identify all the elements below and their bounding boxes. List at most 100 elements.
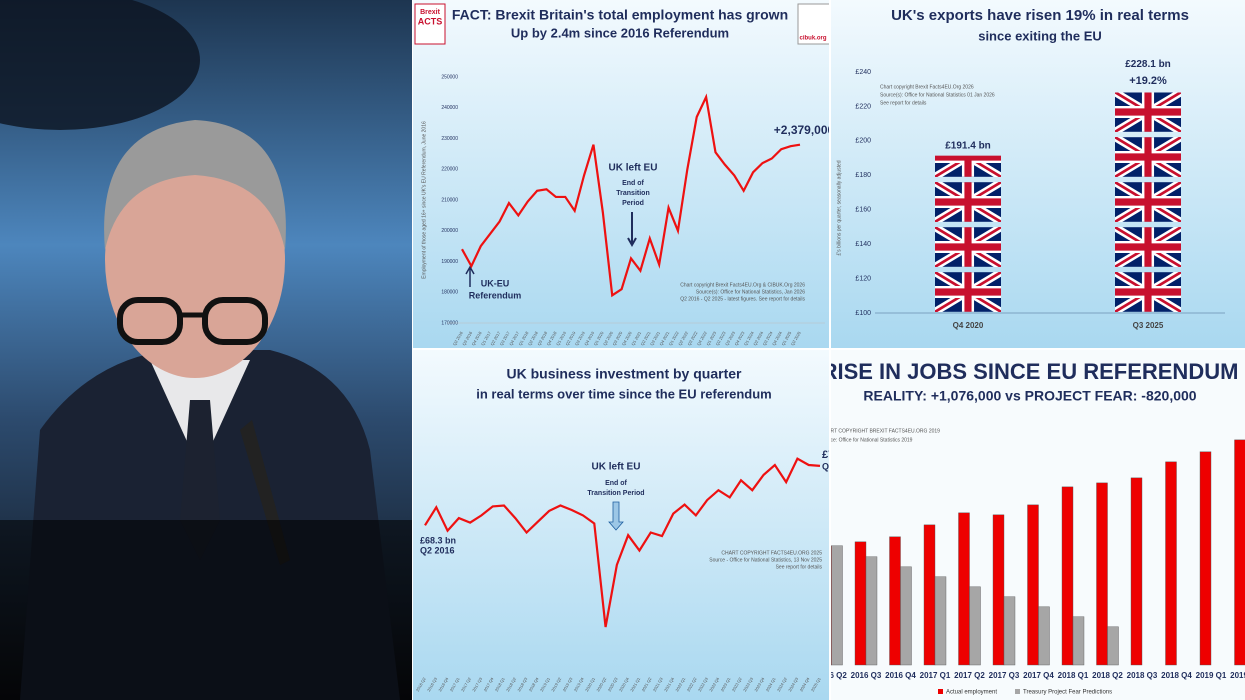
legend-swatch (1015, 689, 1020, 694)
y-axis-label: Employment of those aged 16+ since UK's … (421, 121, 427, 279)
bar (1072, 616, 1085, 666)
source-note: Chart copyright Brexit Facts4EU.Org & CI… (680, 282, 805, 288)
source-note: Chart copyright Brexit Facts4EU.Org 2026 (880, 84, 974, 90)
bar (1199, 451, 1212, 666)
bar (1038, 606, 1050, 666)
x-tick-label: Q3 2025 (1133, 321, 1164, 330)
bar (1165, 461, 1177, 666)
value-label: £191.4 bn (945, 140, 991, 151)
y-tick-label: £120 (855, 275, 871, 282)
y-tick-label: 220000 (441, 167, 458, 173)
source-note: Q2 2016 - Q2 2025 - latest figures. See … (680, 296, 805, 302)
bar (900, 566, 912, 666)
chart-subtitle: Up by 2.4m since 2016 Referendum (511, 25, 729, 40)
logo-text: ACTS (418, 16, 443, 26)
bar (865, 556, 878, 666)
bar (992, 514, 1005, 666)
x-tick-label: 2019 Q2 (1230, 671, 1245, 680)
bar (854, 541, 867, 666)
x-tick-label: 2018 Q4 (1161, 671, 1192, 680)
chart-title: UK business investment by quarter (507, 366, 743, 382)
chart-title: UK's exports have risen 19% in real term… (891, 7, 1189, 24)
panel (413, 350, 829, 700)
x-tick-label: 2017 Q4 (1023, 671, 1054, 680)
bar (1234, 439, 1245, 666)
source-note: Source - Office for National Statistics,… (709, 557, 822, 563)
logo-text: cibuk.org (799, 36, 826, 42)
y-tick-label: £100 (855, 310, 871, 317)
line (424, 457, 821, 628)
annotation: End of (605, 480, 627, 487)
chart-subtitle: in real terms over time since the EU ref… (476, 386, 772, 401)
annotation: Period (622, 200, 644, 207)
y-tick-label: 230000 (441, 136, 458, 142)
logo (414, 3, 446, 45)
bar (934, 576, 947, 666)
annotation: Q (822, 461, 829, 471)
annotation: +19.2% (1129, 75, 1167, 87)
x-tick-label: 2018 Q3 (1127, 671, 1158, 680)
annotation: Referendum (469, 290, 522, 300)
arrow (627, 212, 637, 248)
y-tick-label: £200 (855, 138, 871, 145)
panel (831, 0, 1245, 348)
y-tick-label: 180000 (441, 290, 458, 296)
line (461, 93, 801, 298)
chart-title: FACT: Brexit Britain's total employment … (452, 7, 788, 23)
logo-text: Brexit (420, 9, 441, 16)
bar (889, 536, 901, 666)
source-note: CHART COPYRIGHT FACTS4EU.ORG 2025 (721, 550, 822, 556)
y-tick-label: £140 (855, 241, 871, 248)
y-tick-label: £160 (855, 207, 871, 214)
y-tick-label: 210000 (441, 197, 458, 203)
source-note: Source: Office for National Statistics 2… (820, 437, 913, 443)
annotation: Transition (616, 190, 649, 197)
legend-swatch (938, 689, 943, 694)
x-tick-label: 2017 Q3 (989, 671, 1020, 680)
legend-label: Actual employment (946, 690, 997, 696)
y-tick-label: 250000 (441, 74, 458, 80)
x-tick-label: 2016 Q3 (851, 671, 882, 680)
bar (923, 524, 936, 666)
bar (935, 155, 1001, 313)
bar (1130, 477, 1143, 666)
y-tick-label: 200000 (441, 228, 458, 234)
legend-label: Treasury Project Fear Predictions (1023, 690, 1112, 696)
annotation: UK left EU (609, 163, 658, 174)
bar (1096, 482, 1108, 666)
x-tick-label: 2018 Q2 (1092, 671, 1123, 680)
y-tick-label: 170000 (441, 320, 458, 326)
bar (1107, 626, 1119, 666)
x-tick-label: Q4 2020 (953, 321, 984, 330)
source-note: See report for details (776, 564, 823, 570)
x-tick-label: 2017 Q2 (954, 671, 985, 680)
annotation: +2,379,000 (774, 123, 835, 137)
photo (0, 0, 412, 700)
bar (1061, 486, 1074, 666)
annotation: UK-EU (481, 278, 510, 288)
x-tick-label: 2017 Q1 (920, 671, 951, 680)
source-note: See report for details (880, 100, 927, 106)
bar (1027, 504, 1039, 666)
source-note: Source(s): Office for National Statistic… (696, 289, 805, 295)
y-axis-label: £'s billions per quarter, seasonally adj… (836, 160, 842, 255)
y-tick-label: 240000 (441, 105, 458, 111)
x-tick-label: 2019 Q1 (1196, 671, 1227, 680)
x-tick-label: 2018 Q1 (1058, 671, 1089, 680)
annotation: Transition Period (587, 490, 644, 497)
bar (1115, 92, 1181, 313)
chart-title: RISE IN JOBS SINCE EU REFERENDUM (822, 359, 1239, 384)
bar (1003, 596, 1016, 666)
y-tick-label: £220 (855, 103, 871, 110)
x-tick-label: 2016 Q2 (816, 671, 847, 680)
chart-subtitle: since exiting the EU (978, 28, 1102, 43)
chart-subtitle: REALITY: +1,076,000 vs PROJECT FEAR: -82… (863, 388, 1196, 404)
x-tick-label: 2016 Q4 (885, 671, 916, 680)
y-tick-label: £180 (855, 172, 871, 179)
logo (797, 3, 829, 45)
bar (969, 586, 981, 666)
bar (831, 545, 843, 666)
source-note: CHART COPYRIGHT BREXIT FACTS4EU.ORG 2019 (820, 428, 940, 434)
bar (958, 512, 970, 666)
